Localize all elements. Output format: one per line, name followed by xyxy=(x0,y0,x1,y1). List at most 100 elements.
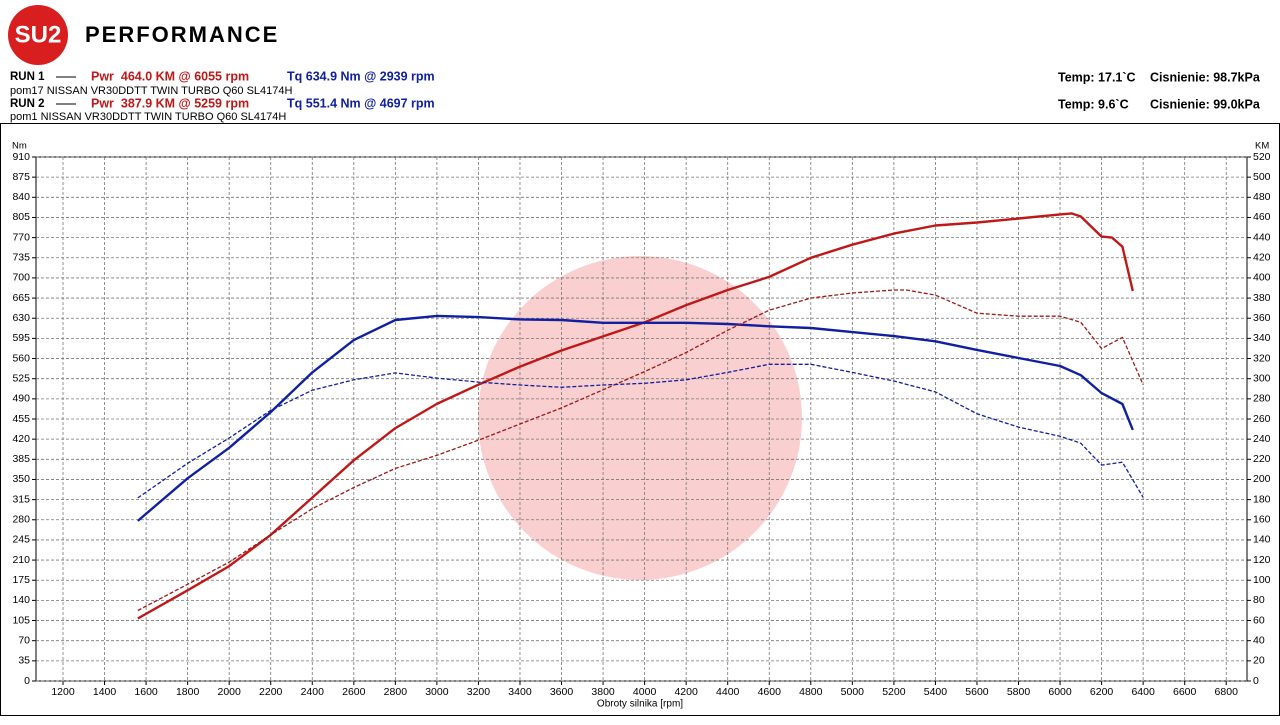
run-temp: Temp: 17.1`C xyxy=(1058,70,1136,84)
y-tick-label: 805 xyxy=(12,211,30,223)
y-tick-label: 280 xyxy=(12,514,30,526)
run-engine: pom17 NISSAN VR30DDTT TWIN TURBO Q60 SL4… xyxy=(10,85,292,97)
y2-tick-label: 340 xyxy=(1253,332,1271,344)
y2-tick-label: 400 xyxy=(1253,272,1271,284)
run-pressure: Cisnienie: 99.0kPa xyxy=(1150,97,1261,111)
run-power: Pwr 387.9 KM @ 5259 rpm xyxy=(91,96,249,110)
logo-text: SU2 xyxy=(15,21,62,48)
y2-tick-label: 280 xyxy=(1253,393,1271,405)
y-tick-label: 595 xyxy=(12,332,30,344)
y-tick-label: 770 xyxy=(12,231,30,243)
x-tick-label: 3800 xyxy=(591,686,615,698)
y2-tick-label: 40 xyxy=(1253,634,1265,646)
y2-tick-label: 20 xyxy=(1253,655,1265,667)
y2-tick-label: 260 xyxy=(1253,413,1271,425)
x-tick-label: 1400 xyxy=(93,686,117,698)
y-tick-label: 385 xyxy=(12,453,30,465)
y2-tick-label: 360 xyxy=(1253,312,1271,324)
x-tick-label: 3600 xyxy=(550,686,574,698)
y2-tick-label: 140 xyxy=(1253,534,1271,546)
y-tick-label: 70 xyxy=(18,634,30,646)
x-tick-label: 6400 xyxy=(1131,686,1155,698)
y2-tick-label: 380 xyxy=(1253,292,1271,304)
y-tick-label: 420 xyxy=(12,433,30,445)
y-tick-label: 245 xyxy=(12,534,30,546)
x-tick-label: 2200 xyxy=(259,686,283,698)
y2-tick-label: 80 xyxy=(1253,594,1265,606)
y-tick-label: 840 xyxy=(12,191,30,203)
y-tick-label: 910 xyxy=(12,151,30,163)
y2-tick-label: 220 xyxy=(1253,453,1271,465)
x-tick-label: 5000 xyxy=(841,686,865,698)
x-tick-label: 6000 xyxy=(1048,686,1072,698)
y-axis-label: Nm xyxy=(12,141,27,152)
y-tick-label: 455 xyxy=(12,413,30,425)
x-tick-label: 3200 xyxy=(467,686,491,698)
y-tick-label: 175 xyxy=(12,574,30,586)
y-tick-label: 735 xyxy=(12,252,30,264)
y2-tick-label: 460 xyxy=(1253,211,1271,223)
y2-tick-label: 120 xyxy=(1253,554,1271,566)
y2-tick-label: 200 xyxy=(1253,473,1271,485)
x-tick-label: 4400 xyxy=(716,686,740,698)
x-tick-label: 4200 xyxy=(674,686,698,698)
run-label: RUN 1 xyxy=(10,71,45,83)
y2-tick-label: 520 xyxy=(1253,151,1271,163)
watermark xyxy=(478,256,802,580)
run-label: RUN 2 xyxy=(10,98,45,110)
y-tick-label: 350 xyxy=(12,473,30,485)
y-tick-label: 875 xyxy=(12,171,30,183)
y-tick-label: 490 xyxy=(12,393,30,405)
x-tick-label: 2800 xyxy=(384,686,408,698)
y2-tick-label: 440 xyxy=(1253,231,1271,243)
run-temp: Temp: 9.6`C xyxy=(1058,97,1129,111)
x-tick-label: 2400 xyxy=(301,686,325,698)
y2-tick-label: 180 xyxy=(1253,493,1271,505)
series-line xyxy=(137,363,1144,499)
series-line xyxy=(137,289,1144,612)
x-tick-label: 4800 xyxy=(799,686,823,698)
y-tick-label: 35 xyxy=(18,655,30,667)
y2-tick-label: 300 xyxy=(1253,372,1271,384)
y2-tick-label: 100 xyxy=(1253,574,1271,586)
y-tick-label: 315 xyxy=(12,493,30,505)
run-power: Pwr 464.0 KM @ 6055 rpm xyxy=(91,69,249,83)
x-tick-label: 2000 xyxy=(217,686,241,698)
run-torque: Tq 551.4 Nm @ 4697 rpm xyxy=(287,96,435,110)
x-tick-label: 3000 xyxy=(425,686,449,698)
y-tick-label: 665 xyxy=(12,292,30,304)
x-axis-label: Obroty silnika [rpm] xyxy=(597,699,683,710)
x-tick-label: 5600 xyxy=(965,686,989,698)
x-tick-label: 6600 xyxy=(1173,686,1197,698)
x-tick-label: 6200 xyxy=(1090,686,1114,698)
x-tick-label: 2600 xyxy=(342,686,366,698)
x-tick-label: 1200 xyxy=(51,686,75,698)
x-tick-label: 6800 xyxy=(1215,686,1239,698)
x-tick-label: 4000 xyxy=(633,686,657,698)
y-tick-label: 0 xyxy=(24,675,30,687)
y-tick-label: 105 xyxy=(12,614,30,626)
y-tick-label: 140 xyxy=(12,594,30,606)
y2-tick-label: 0 xyxy=(1253,675,1259,687)
y2-axis-label: KM xyxy=(1255,141,1269,152)
y2-tick-label: 320 xyxy=(1253,352,1271,364)
x-tick-label: 4600 xyxy=(758,686,782,698)
run-torque: Tq 634.9 Nm @ 2939 rpm xyxy=(287,69,435,83)
logo-badge xyxy=(8,5,68,65)
y2-tick-label: 420 xyxy=(1253,252,1271,264)
x-tick-label: 3400 xyxy=(508,686,532,698)
run-pressure: Cisnienie: 98.7kPa xyxy=(1150,70,1261,84)
y-tick-label: 700 xyxy=(12,272,30,284)
y-tick-label: 630 xyxy=(12,312,30,324)
series-line xyxy=(137,212,1134,620)
x-tick-label: 5400 xyxy=(924,686,948,698)
y2-tick-label: 60 xyxy=(1253,614,1265,626)
run-engine: pom1 NISSAN VR30DDTT TWIN TURBO Q60 SL41… xyxy=(10,111,286,123)
brand: PERFORMANCE xyxy=(85,22,279,47)
y2-tick-label: 480 xyxy=(1253,191,1271,203)
y2-tick-label: 500 xyxy=(1253,171,1271,183)
y2-tick-label: 160 xyxy=(1253,514,1271,526)
